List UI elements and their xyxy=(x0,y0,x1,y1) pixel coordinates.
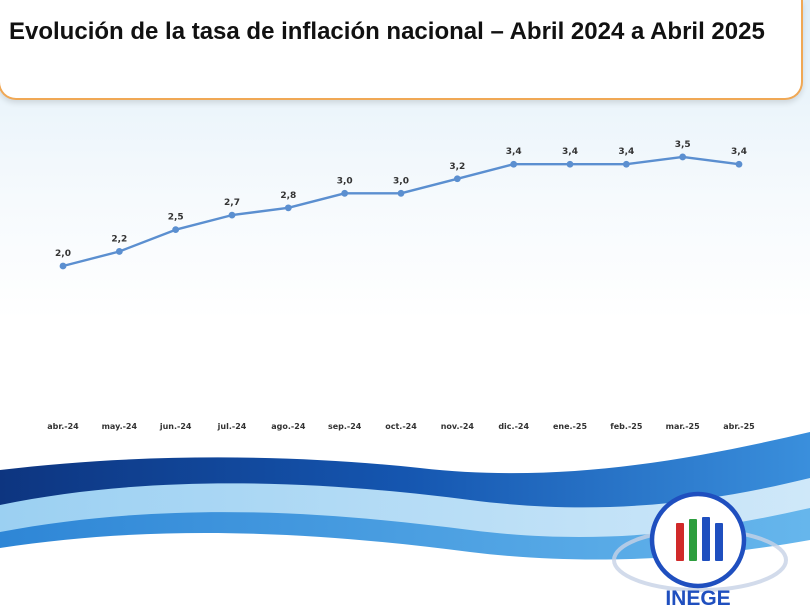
logo-bar-blue-2 xyxy=(715,523,723,561)
data-point xyxy=(172,226,180,234)
title-box xyxy=(0,0,803,100)
data-label: 3,4 xyxy=(731,147,747,157)
data-label: 3,5 xyxy=(675,140,691,150)
slide-title: Evolución de la tasa de inflación nacion… xyxy=(9,18,765,45)
data-label: 2,5 xyxy=(168,213,184,223)
data-point xyxy=(397,189,405,197)
data-point xyxy=(115,248,123,255)
x-axis-ticks: abr.-24 may.-24 jun.-24 jul.-24 ago.-24 sep.-… xyxy=(47,422,755,431)
data-labels: 2,0 2,2 2,5 2,7 2,8 3,0 3,0 3,2 3,4 3,4 3,4 3,5 3,4 xyxy=(55,140,747,259)
x-tick-label: dic.-24 xyxy=(498,422,529,431)
x-tick-label: jun.-24 xyxy=(159,422,192,431)
x-tick-label: abr.-24 xyxy=(47,422,79,431)
x-tick-label: nov.-24 xyxy=(441,422,475,431)
data-label: 3,0 xyxy=(337,176,353,186)
data-label: 2,2 xyxy=(111,234,127,244)
data-point xyxy=(284,204,292,212)
logo-ring xyxy=(649,491,747,589)
data-point xyxy=(510,160,518,168)
data-label: 2,7 xyxy=(224,198,240,208)
data-label: 3,4 xyxy=(618,147,634,157)
data-point xyxy=(566,160,574,168)
data-point xyxy=(679,153,687,161)
data-label: 3,2 xyxy=(449,162,465,172)
x-tick-label: ago.-24 xyxy=(271,422,306,431)
data-label: 2,8 xyxy=(280,191,296,201)
data-points xyxy=(59,153,743,270)
data-point xyxy=(59,262,67,270)
logo-text: INEGE xyxy=(665,587,730,607)
data-point xyxy=(735,160,743,168)
data-point xyxy=(228,211,236,219)
logo-bar-green xyxy=(689,519,697,561)
data-point xyxy=(453,175,461,183)
x-tick-label: feb.-25 xyxy=(610,422,643,431)
data-point xyxy=(341,189,349,197)
data-label: 3,4 xyxy=(562,147,578,157)
logo-bar-blue xyxy=(702,517,710,561)
data-point xyxy=(622,160,630,168)
x-tick-label: ene.-25 xyxy=(553,422,587,431)
data-label: 2,0 xyxy=(55,249,71,259)
x-tick-label: abr.-25 xyxy=(723,422,755,431)
x-tick-label: oct.-24 xyxy=(385,422,417,431)
wave-white xyxy=(0,532,810,607)
logo-bar-red xyxy=(676,523,684,561)
data-label: 3,0 xyxy=(393,176,409,186)
data-label: 3,4 xyxy=(506,147,522,157)
x-tick-label: may.-24 xyxy=(102,422,138,431)
x-tick-label: jul.-24 xyxy=(217,422,247,431)
inflation-line-chart: abr.-24 may.-24 jun.-24 jul.-24 ago.-24 sep.-… xyxy=(47,140,755,431)
x-tick-label: mar.-25 xyxy=(666,422,700,431)
x-tick-label: sep.-24 xyxy=(328,422,362,431)
